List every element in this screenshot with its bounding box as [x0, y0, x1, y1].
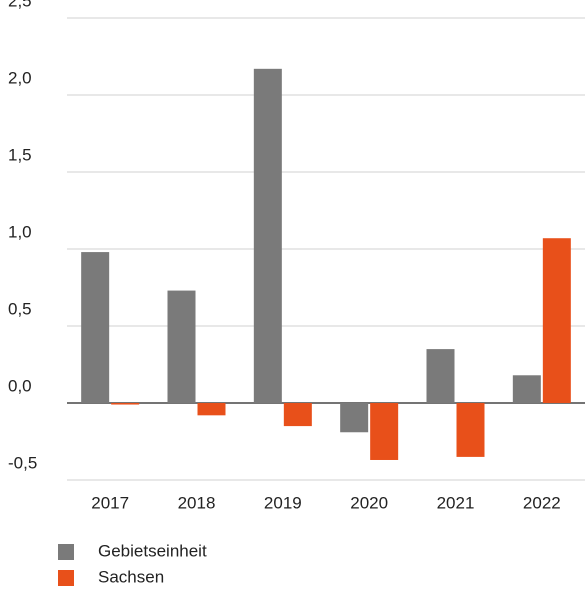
bar — [283, 403, 312, 427]
bar — [81, 252, 110, 403]
x-tick-label: 2019 — [264, 493, 302, 512]
bar — [426, 349, 455, 403]
bar — [340, 403, 369, 433]
bar — [370, 403, 399, 460]
y-tick-label: -0,5 — [8, 453, 37, 472]
bar — [456, 403, 485, 457]
x-tick-label: 2021 — [437, 493, 475, 512]
bar — [167, 290, 196, 403]
x-tick-label: 2022 — [523, 493, 561, 512]
legend-swatch — [58, 544, 74, 560]
bar — [253, 68, 282, 403]
legend-swatch — [58, 570, 74, 586]
x-tick-label: 2020 — [350, 493, 388, 512]
legend-label: Sachsen — [98, 567, 164, 586]
y-tick-label: 2,5 — [8, 0, 32, 10]
x-tick-label: 2018 — [178, 493, 216, 512]
y-tick-label: 1,5 — [8, 145, 32, 164]
bar — [111, 403, 140, 405]
bar — [542, 238, 571, 403]
bar — [512, 375, 541, 403]
y-tick-label: 2,0 — [8, 68, 32, 87]
y-tick-label: 0,0 — [8, 376, 32, 395]
legend-label: Gebietseinheit — [98, 541, 207, 560]
y-tick-label: 0,5 — [8, 299, 32, 318]
bar — [197, 403, 226, 416]
y-tick-label: 1,0 — [8, 222, 32, 241]
x-tick-label: 2017 — [91, 493, 129, 512]
